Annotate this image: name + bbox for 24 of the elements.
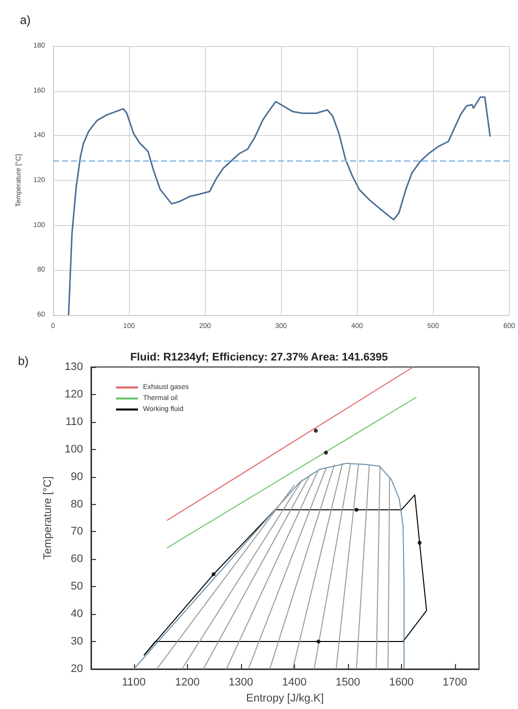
chart-title: Fluid: R1234yf; Efficiency: 27.37% Area: 141.6395: [130, 352, 388, 364]
y-tick-label: 60: [70, 553, 83, 566]
x-tick-label: 1100: [122, 676, 146, 688]
text: a): [20, 13, 31, 27]
y-tick-label: 20: [70, 663, 83, 675]
x-tick-label: 1500: [336, 676, 360, 688]
y-tick-label: 120: [64, 388, 83, 400]
x-tick-label: 1200: [175, 676, 200, 688]
y-tick-label: 70: [70, 526, 83, 538]
y-tick-label: 130: [64, 361, 83, 373]
x-tick-label: 1300: [228, 676, 254, 688]
y-tick-label: 50: [70, 580, 83, 593]
y-axis-title: Temperature [°C]: [42, 476, 54, 560]
y-tick-label: 110: [65, 416, 83, 428]
x-tick-label: 1400: [282, 676, 307, 688]
x-axis-title: Entropy [J/kg.K]: [246, 692, 324, 704]
y-tick-label: 80: [70, 498, 83, 510]
y-tick-label: 100: [64, 443, 83, 456]
y-tick-label: 30: [70, 636, 83, 648]
x-tick-label: 1600: [389, 676, 414, 688]
y-tick-label: 40: [70, 608, 83, 620]
text: b): [18, 354, 29, 368]
x-tick-label: 1700: [442, 676, 468, 688]
y-tick-label: 90: [70, 470, 83, 483]
